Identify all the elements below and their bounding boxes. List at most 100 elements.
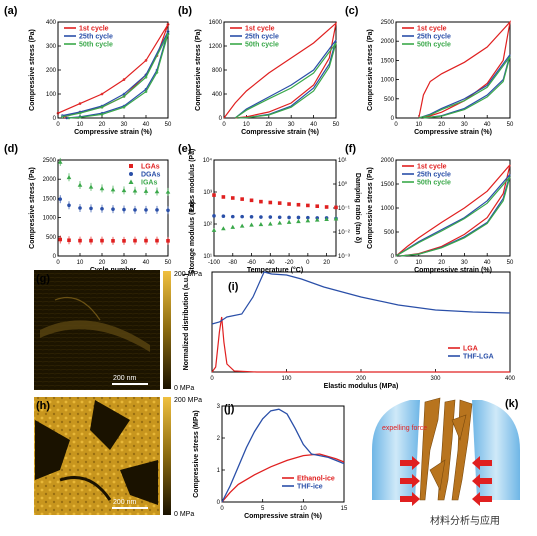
series-line-i-0 — [211, 316, 510, 373]
images-layer: 200 nm 200 MPa 0 MPa 200 nm 200 MPa 0 MP… — [34, 270, 520, 527]
xlabel-f: Compressive strain (%) — [414, 267, 492, 274]
series-line-a-1 — [62, 31, 169, 119]
data-point-e-square — [334, 205, 338, 210]
xtick-label-d: 30 — [121, 260, 128, 266]
data-point-e-circle — [296, 215, 301, 220]
expelling-force-label: expelling force — [382, 425, 427, 432]
series-line-c-1 — [418, 54, 511, 119]
legend-entry-i: LGA — [463, 346, 478, 353]
series-line-j-1 — [221, 408, 345, 503]
data-point-e-square — [306, 203, 310, 208]
legend-entry-j: Ethanol-ice — [297, 476, 335, 483]
data-point-d-DGAs — [111, 207, 115, 211]
scale-label-g: 200 nm — [113, 375, 137, 382]
series-line-b-0 — [223, 21, 337, 119]
data-point-d-LGAs — [67, 238, 71, 243]
xtick-label-b: 0 — [222, 122, 226, 128]
xtick-label-i: 300 — [430, 376, 441, 382]
colorbar-h — [163, 397, 171, 515]
data-point-e-square — [268, 200, 273, 205]
ytick-label-b: 0 — [219, 116, 223, 122]
legend-entry-a: 25th cycle — [79, 34, 113, 41]
panel-labels-layer: (a) (b) (c) (d) (e) (f) (g) (h) (i) (j) — [4, 5, 359, 415]
data-point-e-circle — [268, 215, 273, 219]
ytick-label-b: 1200 — [209, 44, 223, 50]
data-point-e-triangle — [221, 226, 226, 231]
ytick-right-label-e: 10⁰ — [338, 181, 348, 188]
data-point-e-triangle — [211, 227, 217, 232]
legend-marker-d — [128, 179, 134, 184]
xtick-label-b: 40 — [310, 122, 317, 128]
panel-label-e: (e) — [178, 143, 192, 155]
colorbar-min-g: 0 MPa — [174, 385, 194, 392]
xtick-label-d: 50 — [165, 260, 172, 266]
xtick-label-i: 0 — [210, 376, 214, 382]
data-point-e-square — [240, 197, 244, 201]
data-point-a — [122, 78, 126, 81]
ytick-label-c: 0 — [391, 116, 395, 122]
data-point-a — [155, 71, 159, 74]
panel-label-f: (f) — [345, 143, 356, 155]
xtick-label-d: 10 — [77, 260, 84, 266]
xlabel-j: Compressive strain (%) — [244, 513, 322, 520]
legend-entry-j: THF-ice — [297, 484, 323, 491]
data-point-d-LGAs — [89, 238, 93, 243]
colorbar-min-h: 0 MPa — [174, 511, 194, 518]
ytick-label-d: 500 — [46, 235, 57, 241]
ytick-label-d: 1500 — [43, 196, 57, 202]
ytick-label-d: 1000 — [43, 216, 57, 222]
series-line-j-0 — [221, 453, 345, 503]
data-point-e-circle — [230, 214, 235, 219]
ytick-label-c: 500 — [384, 97, 395, 103]
xtick-label-a: 30 — [121, 122, 128, 128]
series-line-i-1 — [211, 271, 511, 325]
colorbar-max-h: 200 MPa — [174, 397, 202, 404]
plot-frame-j — [221, 405, 345, 503]
data-point-a — [144, 75, 148, 79]
ytick-label-a: 200 — [46, 68, 57, 74]
data-point-e-square — [296, 202, 301, 207]
ylabel-f: Compressive stress (Pa) — [367, 167, 374, 249]
xtick-label-e: -100 — [208, 260, 221, 266]
ytick-label-f: 1500 — [381, 182, 395, 188]
xtick-label-c: 20 — [438, 122, 445, 128]
ytick-label-e: 10¹ — [203, 254, 212, 260]
ytick-label-b: 400 — [212, 92, 223, 98]
ylabel-d: Compressive stress (Pa) — [29, 167, 36, 249]
xtick-label-b: 20 — [265, 122, 272, 128]
xtick-label-a: 50 — [165, 122, 172, 128]
afm-feature-g — [40, 320, 150, 352]
ytick-label-d: 2000 — [43, 177, 57, 183]
xtick-label-i: 400 — [505, 376, 516, 382]
xtick-label-a: 20 — [99, 122, 106, 128]
data-point-e-triangle — [268, 221, 273, 226]
data-point-a — [78, 102, 82, 105]
ytick-label-e: 10² — [203, 222, 212, 228]
data-point-d-DGAs — [67, 203, 71, 208]
data-point-e-circle — [240, 214, 244, 219]
ylabel-i: Normalized distribution (a.u.) — [183, 274, 190, 371]
legend-entry-b: 1st cycle — [245, 26, 275, 33]
ylabel-loss-e: Loss modulus (Pa) — [189, 149, 196, 212]
xtick-label-f: 0 — [394, 260, 398, 266]
xtick-label-c: 40 — [484, 122, 491, 128]
data-point-d-LGAs — [133, 238, 137, 243]
data-point-e-triangle — [239, 223, 245, 228]
ytick-label-c: 1500 — [381, 58, 395, 64]
data-point-d-LGAs — [78, 238, 82, 243]
ytick-label-a: 0 — [53, 116, 57, 122]
xtick-label-e: -20 — [285, 260, 294, 266]
data-point-e-square — [249, 198, 254, 203]
data-point-e-triangle — [286, 219, 292, 224]
legend-entry-i: THF-LGA — [463, 354, 494, 361]
data-point-a — [166, 32, 170, 36]
data-point-d-IGAs — [110, 187, 116, 192]
data-point-e-circle — [287, 215, 291, 220]
panel-label-g: (g) — [36, 273, 50, 285]
data-point-d-IGAs — [57, 159, 63, 164]
data-point-d-IGAs — [132, 188, 138, 193]
data-point-a — [78, 115, 82, 119]
afm-feature-g2 — [54, 296, 101, 321]
ylabel-e: Storage modulus (Pa) — [189, 202, 196, 274]
